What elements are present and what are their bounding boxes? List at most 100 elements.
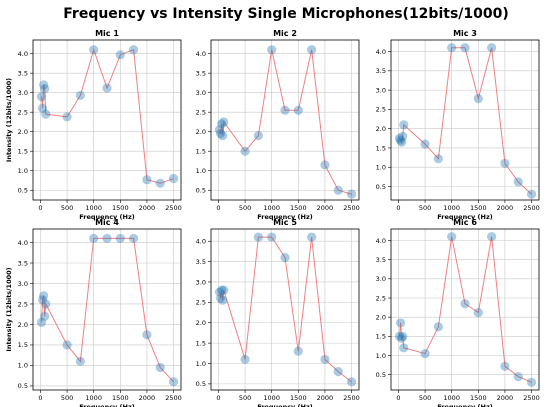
chart-1-y-tick-label: 1.0 <box>18 167 28 175</box>
chart-4-data-point <box>62 340 72 350</box>
chart-4-x-tick-label: 1500 <box>112 394 129 402</box>
chart-1-y-tick-label: 3.0 <box>18 89 28 97</box>
chart-5-y-tick-label: 1.5 <box>196 339 206 347</box>
chart-6-grid <box>391 229 539 390</box>
chart-1-y-tick-label: 4.0 <box>18 50 28 58</box>
chart-6-axes-frame <box>390 228 540 391</box>
chart-4-data-point <box>129 233 139 244</box>
chart-2-title: Mic 2 <box>273 29 297 38</box>
chart-1-data-point <box>75 90 85 101</box>
chart-6-series-line <box>399 236 532 383</box>
chart-2-data-point <box>307 45 317 55</box>
chart-3-y-tick-label: 3.5 <box>376 67 386 75</box>
chart-4-data-point <box>115 233 125 244</box>
chart-1-data-point <box>40 84 50 94</box>
chart-5-data-point <box>307 232 317 242</box>
chart-3-data-point <box>473 94 483 104</box>
chart-3-x-tick-label: 1500 <box>470 204 487 212</box>
chart-1-data-point <box>37 103 48 113</box>
chart-2-data-point <box>219 117 229 127</box>
chart-2-x-tick-label: 1500 <box>290 204 307 212</box>
chart-4-x-tick-label: 500 <box>61 394 73 402</box>
chart-5-y-tick-label: 0.5 <box>196 380 206 388</box>
chart-5-y-tick-label: 2.0 <box>196 319 206 327</box>
chart-4-x-axis-label: Frequency (Hz) <box>79 403 135 407</box>
chart-2-y-tick-label: 2.5 <box>196 108 206 116</box>
chart-4-data-point <box>37 295 48 305</box>
chart-6-data-point <box>526 377 537 387</box>
chart-4-y-tick-label: 4.0 <box>18 239 28 247</box>
chart-2-series-line <box>219 49 352 195</box>
chart-1-x-tick-label: 500 <box>61 204 73 212</box>
chart-5-data-point <box>240 354 250 365</box>
chart-1-y-tick-label: 2.0 <box>18 128 28 136</box>
chart-2-y-tick-label: 1.0 <box>196 167 206 175</box>
chart-5-data-point <box>267 232 277 242</box>
chart-3-data-point <box>460 43 470 53</box>
chart-3-data-point <box>420 139 430 149</box>
chart-4-y-tick-label: 2.5 <box>18 300 28 308</box>
chart-2-x-tick-label: 0 <box>216 204 220 212</box>
chart-6-y-tick-label: 3.0 <box>376 275 386 283</box>
chart-2-y-tick-label: 0.5 <box>196 187 206 195</box>
chart-5-axes-frame <box>210 228 360 391</box>
chart-6-x-tick-label: 0 <box>396 394 400 402</box>
chart-1-data-point <box>115 50 125 60</box>
chart-6-y-tick-label: 3.5 <box>376 256 386 264</box>
chart-2-data-point <box>293 105 303 115</box>
chart-2-y-tick-label: 3.0 <box>196 89 206 97</box>
chart-1-data-point <box>168 173 179 184</box>
chart-1-data-point <box>62 112 72 122</box>
chart-6-y-tick-label: 1.0 <box>376 352 386 360</box>
chart-4: Mic 4 0 500 1000 1500 2000 2500 0.5 1.0 1.5 2.0 2.5… <box>5 218 182 407</box>
chart-3-data-point <box>397 137 407 147</box>
chart-1-y-tick-label: 3.5 <box>18 69 28 77</box>
chart-1-data-point <box>155 178 165 188</box>
chart-4-y-axis-label: Intensity (12bits/1000) <box>5 267 13 351</box>
chart-4-data-point <box>142 330 152 340</box>
chart-6-x-tick-label: 2000 <box>497 394 514 402</box>
chart-5-data-point <box>217 285 227 295</box>
chart-1-x-tick-label: 2500 <box>165 204 182 212</box>
chart-5-x-tick-label: 1500 <box>290 394 307 402</box>
chart-1-data-point <box>102 83 112 93</box>
chart-1-data-point <box>39 80 49 90</box>
chart-3-grid <box>391 40 539 200</box>
chart-3-data-point <box>433 154 443 164</box>
chart-4-data-point <box>168 377 179 387</box>
chart-5-x-tick-label: 1000 <box>263 394 280 402</box>
chart-2-data-point <box>253 131 263 141</box>
chart-2-x-tick-label: 2000 <box>317 204 334 212</box>
chart-2-data-point <box>267 45 277 55</box>
chart-5: Mic 5 0 500 1000 1500 2000 2500 0.5 1.0 1.5 2.0 2.5… <box>196 218 360 407</box>
chart-4-x-tick-label: 1000 <box>85 394 102 402</box>
chart-2-data-point <box>215 129 226 139</box>
chart-4-x-tick-label: 2500 <box>165 394 182 402</box>
chart-4-grid <box>33 229 181 390</box>
chart-5-data-point <box>333 367 343 377</box>
chart-3-x-tick-label: 500 <box>419 204 431 212</box>
chart-4-y-tick-label: 2.0 <box>18 321 28 329</box>
chart-1-y-tick-label: 2.5 <box>18 108 28 116</box>
chart-1-x-tick-label: 1000 <box>85 204 102 212</box>
chart-2-x-axis-label: Frequency (Hz) <box>257 213 313 221</box>
chart-4-y-tick-label: 1.5 <box>18 341 28 349</box>
chart-1-title: Mic 1 <box>95 29 119 38</box>
chart-3-x-tick-label: 1000 <box>443 204 460 212</box>
chart-1-x-tick-label: 0 <box>38 204 42 212</box>
chart-6-x-axis-label: Frequency (Hz) <box>437 403 493 407</box>
chart-3-y-tick-label: 2.5 <box>376 106 386 114</box>
chart-4-series-line <box>41 237 174 383</box>
chart-5-data-point <box>218 295 228 305</box>
chart-3-data-point <box>394 133 405 143</box>
figure-title: Frequency vs Intensity Single Microphone… <box>63 6 509 22</box>
chart-3-y-tick-label: 1.5 <box>376 144 386 152</box>
chart-6-data-point <box>399 343 409 353</box>
chart-1-data-point <box>142 175 152 185</box>
chart-3: Mic 3 0 500 1000 1500 2000 2500 0.5 1.0 1.5 2.0 2.5… <box>376 29 540 221</box>
chart-6-title: Mic 6 <box>453 218 477 227</box>
chart-5-x-axis-label: Frequency (Hz) <box>257 403 313 407</box>
chart-6-data-point <box>473 307 483 318</box>
chart-3-data-point <box>513 177 523 187</box>
chart-1-x-axis-label: Frequency (Hz) <box>79 213 135 221</box>
